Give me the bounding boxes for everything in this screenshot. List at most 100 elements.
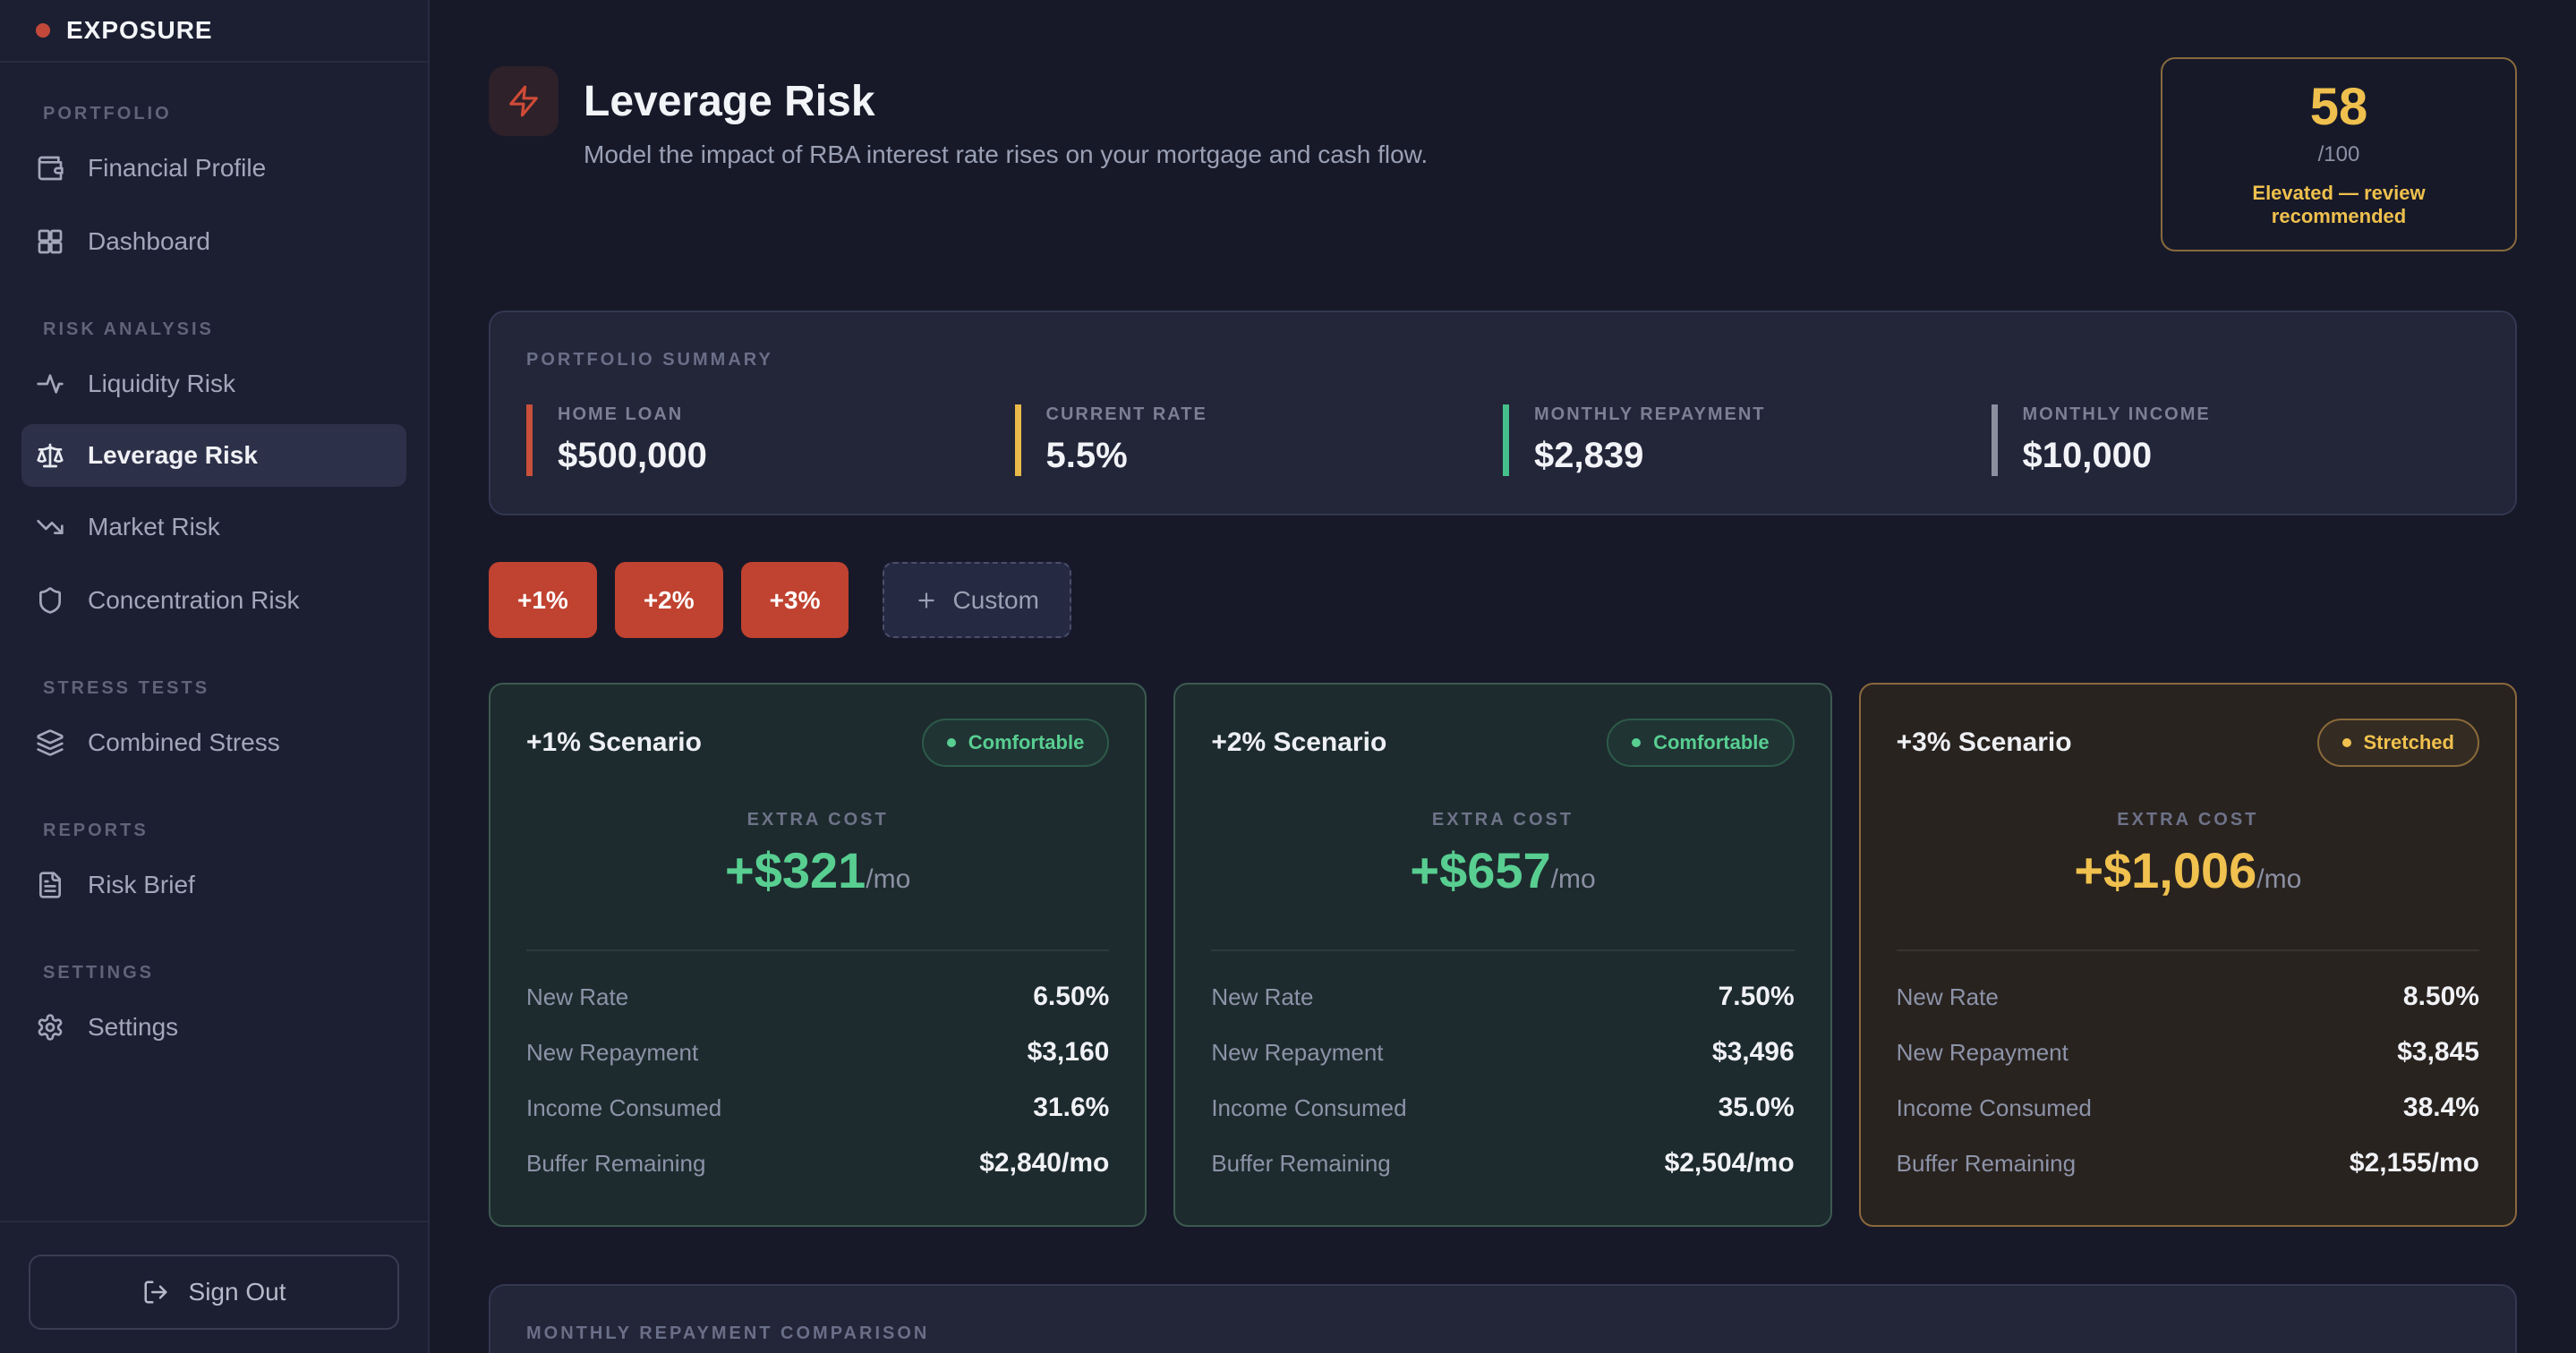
sidebar-item-label: Combined Stress [88,728,280,756]
log-out-icon [144,1281,167,1304]
nav-section-settings: SETTINGS [43,963,155,983]
repayment-comparison-panel: MONTHLY REPAYMENT COMPARISON $4.0k [489,1284,2517,1353]
sidebar-nav: PORTFOLIO Financial Profile Dashboard RI… [0,63,428,1221]
extra-cost-value: +$1,006/mo [2074,842,2302,898]
scenario-row: Buffer Remaining $2,504/mo [1211,1148,1795,1178]
sidebar-item-label: Financial Profile [88,154,267,182]
app-name: EXPOSURE [66,16,213,44]
stat-home-loan: HOME LOAN $500,000 [526,404,1015,476]
stat-monthly-repayment: MONTHLY REPAYMENT $2,839 [1503,404,1992,476]
repayment-chart-label: MONTHLY REPAYMENT COMPARISON [526,1323,930,1343]
sidebar-item-label: Leverage Risk [88,441,258,469]
sidebar-item-label: Concentration Risk [88,586,300,614]
stat-value: $2,839 [1534,436,1644,475]
extra-cost-label: EXTRA COST [2117,810,2259,830]
file-text-icon [36,871,64,899]
nav-section-portfolio: PORTFOLIO [43,104,172,123]
risk-score-card: 58 /100 Elevated — review recommended [2161,57,2517,251]
zap-icon-tile [489,66,559,136]
logo-dot-icon [36,23,50,38]
dashboard-grid-icon [36,227,64,256]
zap-icon [509,85,538,117]
portfolio-summary-stats: HOME LOAN $500,000 CURRENT RATE 5.5% MON… [526,404,2479,476]
scenario-row: New Repayment $3,160 [526,1037,1110,1067]
scenario-row: New Rate 8.50% [1896,982,2479,1011]
page-title: Leverage Risk [584,78,875,125]
app-logo: EXPOSURE [0,0,428,63]
status-badge: Comfortable [921,719,1110,767]
sidebar-item-label: Market Risk [88,513,220,540]
scenario-cards-row: +1% Scenario Comfortable EXTRA COST +$32… [489,683,2517,1227]
wallet-icon [36,154,64,183]
scenario-row: Income Consumed 38.4% [1896,1093,2479,1122]
stat-label: CURRENT RATE [1045,404,1207,424]
stat-current-rate: CURRENT RATE 5.5% [1014,404,1504,476]
main-content: Leverage Risk Model the impact of RBA in… [430,0,2576,1353]
nav-section-stress-tests: STRESS TESTS [43,678,210,698]
sign-out-label: Sign Out [188,1278,286,1306]
sidebar-item-financial-profile[interactable]: Financial Profile [0,132,428,205]
sidebar-item-combined-stress[interactable]: Combined Stress [0,706,428,779]
per-month-suffix: /mo [866,864,911,894]
scenario-row: New Rate 6.50% [526,982,1110,1011]
scenario-row: New Repayment $3,496 [1211,1037,1795,1067]
risk-score-max: /100 [2317,142,2360,166]
status-badge: Comfortable [1607,719,1795,767]
trending-down-icon [36,513,64,541]
per-month-suffix: /mo [1550,864,1596,894]
portfolio-summary-label: PORTFOLIO SUMMARY [526,350,773,370]
scales-icon [36,441,64,470]
scenario-row: New Repayment $3,845 [1896,1037,2479,1067]
sidebar-item-label: Dashboard [88,227,210,255]
scenario-button-row: +1% +2% +3% Custom [489,562,2517,638]
stat-label: MONTHLY REPAYMENT [1534,404,1766,424]
page-subtitle: Model the impact of RBA interest rate ri… [584,140,1429,168]
portfolio-summary-panel: PORTFOLIO SUMMARY HOME LOAN $500,000 CUR… [489,311,2517,515]
scenario-row: Buffer Remaining $2,155/mo [1896,1148,2479,1178]
sidebar-item-label: Settings [88,1013,179,1041]
extra-cost-label: EXTRA COST [746,810,889,830]
stat-value: 5.5% [1045,436,1128,475]
custom-scenario-button[interactable]: Custom [883,562,1071,638]
plus-1-percent-button[interactable]: +1% [489,562,597,638]
scenario-card-plus3: +3% Scenario Stretched EXTRA COST +$1,00… [1858,683,2517,1227]
sidebar-item-risk-brief[interactable]: Risk Brief [0,848,428,922]
badge-label: Stretched [2363,731,2454,753]
layers-icon [36,728,64,757]
nav-section-risk-analysis: RISK ANALYSIS [43,319,214,339]
extra-cost-value: +$657/mo [1410,842,1596,898]
sidebar-item-concentration-risk[interactable]: Concentration Risk [0,564,428,637]
scenario-title: +3% Scenario [1896,728,2072,757]
sign-out-button[interactable]: Sign Out [29,1255,399,1330]
stat-label: MONTHLY INCOME [2022,404,2211,424]
sidebar-item-label: Liquidity Risk [88,370,235,397]
sidebar: EXPOSURE PORTFOLIO Financial Profile Das… [0,0,430,1353]
scenario-card-plus1: +1% Scenario Comfortable EXTRA COST +$32… [489,683,1147,1227]
badge-dot-icon [946,738,956,747]
sidebar-item-liquidity-risk[interactable]: Liquidity Risk [0,347,428,421]
divider [1211,949,1795,951]
custom-button-label: Custom [952,585,1039,614]
sidebar-item-settings[interactable]: Settings [0,991,428,1064]
gear-icon [36,1013,64,1042]
sidebar-item-market-risk[interactable]: Market Risk [0,490,428,564]
sidebar-item-leverage-risk[interactable]: Leverage Risk [21,424,406,487]
activity-icon [36,370,64,398]
scenario-row: New Rate 7.50% [1211,982,1795,1011]
nav-section-reports: REPORTS [43,821,149,840]
divider [526,949,1110,951]
sidebar-item-dashboard[interactable]: Dashboard [0,205,428,278]
stat-label: HOME LOAN [558,404,684,424]
status-badge: Stretched [2316,719,2479,767]
risk-score-value: 58 [2309,78,2368,136]
stat-value: $10,000 [2022,436,2153,475]
badge-dot-icon [2341,738,2351,747]
badge-label: Comfortable [968,731,1085,753]
extra-cost-label: EXTRA COST [1431,810,1574,830]
plus-3-percent-button[interactable]: +3% [740,562,849,638]
plus-2-percent-button[interactable]: +2% [614,562,723,638]
stat-value: $500,000 [558,436,707,475]
scenario-card-plus2: +2% Scenario Comfortable EXTRA COST +$65… [1173,683,1832,1227]
sidebar-footer: Sign Out [0,1221,428,1353]
extra-cost-value: +$321/mo [725,842,911,898]
